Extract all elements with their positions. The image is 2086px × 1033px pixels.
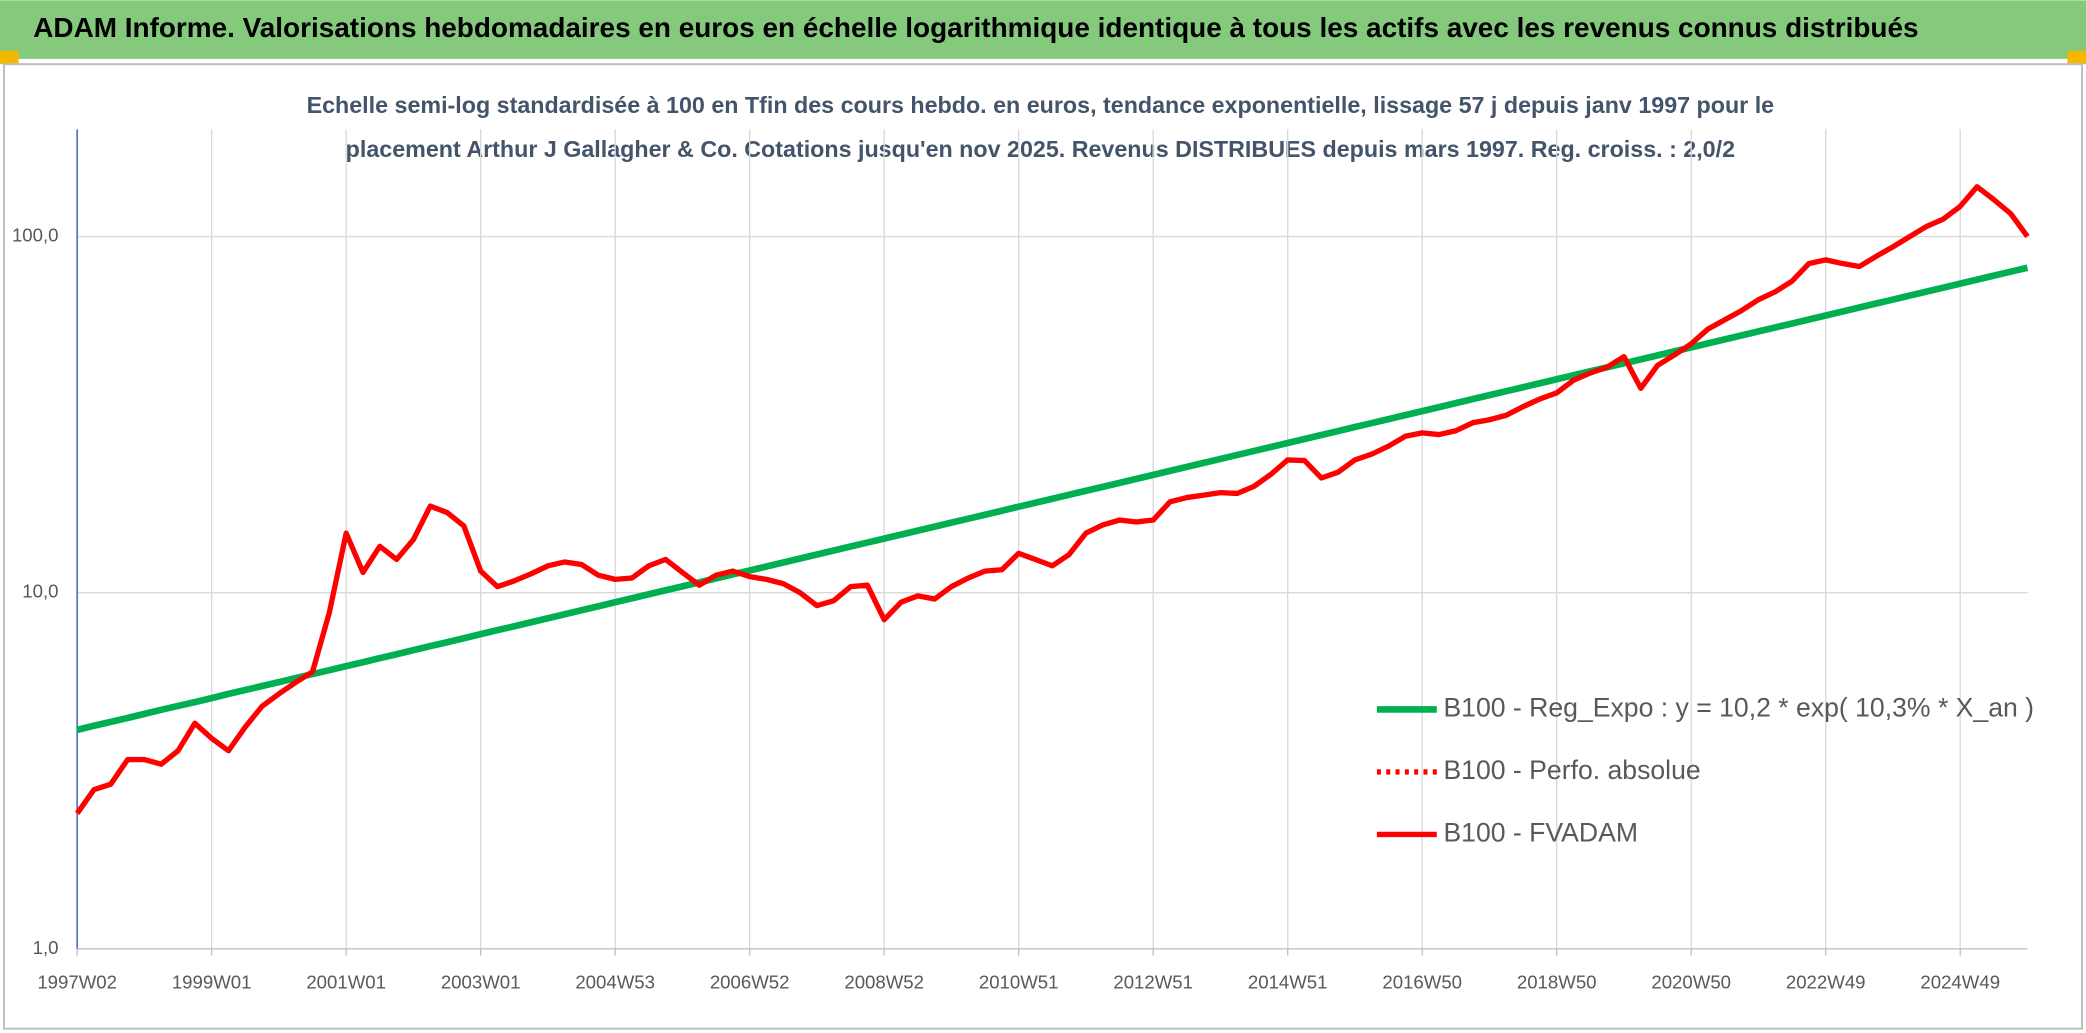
x-tick-label: 2014W51 (1248, 971, 1328, 992)
x-tick-label: 2018W50 (1517, 971, 1597, 992)
y-tick-label: 1,0 (33, 937, 59, 958)
chart-subtitle: Echelle semi-log standardisée à 100 en T… (307, 92, 1775, 118)
x-tick-label: 2008W52 (844, 971, 924, 992)
x-tick-label: 1999W01 (172, 971, 252, 992)
y-tick-label: 100,0 (12, 224, 59, 245)
corner (2067, 50, 2086, 65)
y-tick-label: 10,0 (22, 581, 58, 602)
corner (0, 50, 19, 65)
x-tick-label: 2020W50 (1651, 971, 1731, 992)
x-tick-label: 2022W49 (1786, 971, 1866, 992)
x-tick-label: 2010W51 (979, 971, 1059, 992)
legend-label: B100 - Perfo. absolue (1443, 755, 1700, 785)
x-tick-label: 2012W51 (1113, 971, 1193, 992)
chart-subtitle: placement Arthur J Gallagher & Co. Cotat… (346, 136, 1735, 162)
x-tick-label: 2001W01 (306, 971, 386, 992)
legend-label: B100 - Reg_Expo : y = 10,2 * exp( 10,3% … (1443, 692, 2034, 722)
header-bar (0, 0, 2086, 59)
x-tick-label: 2024W49 (1920, 971, 2000, 992)
chart-title: ADAM Informe. Valorisations hebdomadaire… (33, 12, 1918, 43)
panel-border (2, 63, 2084, 1030)
legend-label: B100 - FVADAM (1443, 817, 1638, 847)
x-tick-label: 2006W52 (710, 971, 790, 992)
x-tick-label: 2004W53 (575, 971, 655, 992)
series-line (74, 184, 2030, 815)
x-tick-label: 2016W50 (1382, 971, 1462, 992)
x-tick-label: 2003W01 (441, 971, 521, 992)
x-tick-label: 1997W02 (37, 971, 117, 992)
series-line (76, 264, 2029, 734)
